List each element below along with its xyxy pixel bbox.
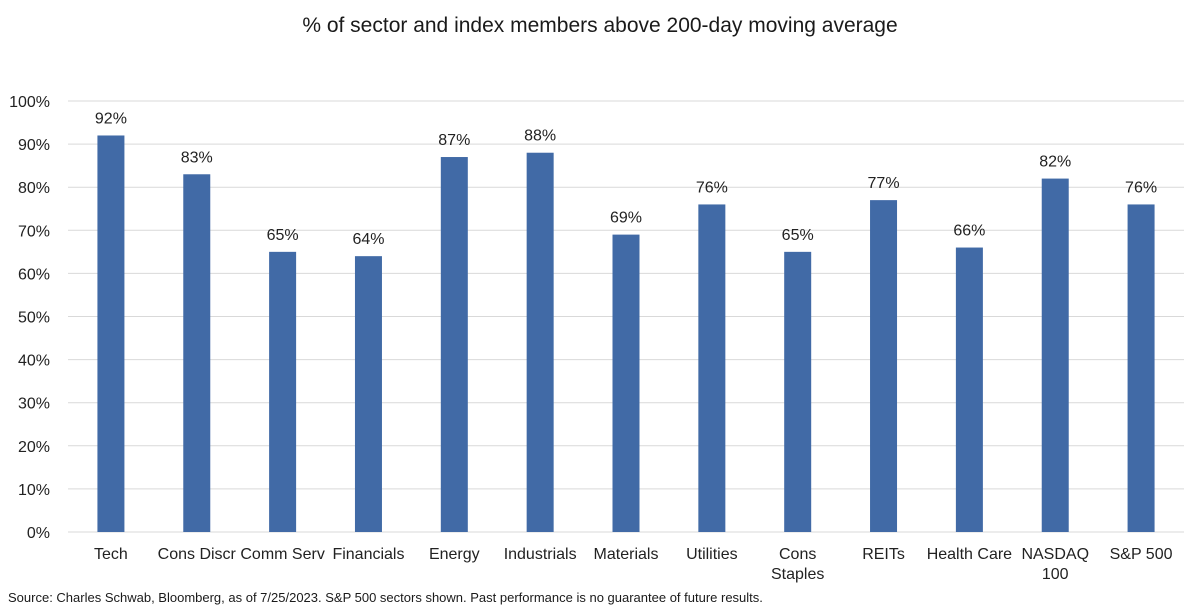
bar [698, 204, 726, 532]
bar [1041, 178, 1069, 532]
bar [784, 251, 812, 532]
bar [269, 251, 297, 532]
x-tick-label: Tech [94, 546, 128, 563]
data-label: 88% [524, 128, 556, 145]
y-tick-label: 80% [18, 180, 50, 197]
bar [183, 174, 211, 532]
x-tick-label: Cons Discr [158, 546, 237, 563]
bar [526, 152, 554, 532]
source-note: Source: Charles Schwab, Bloomberg, as of… [8, 590, 763, 605]
x-tick-label: Financials [332, 546, 404, 563]
x-tick-label: Materials [594, 546, 659, 563]
data-label: 76% [1125, 179, 1157, 196]
x-tick-label: Comm Serv [240, 546, 324, 563]
data-label: 66% [953, 223, 985, 240]
y-tick-label: 50% [18, 310, 50, 327]
x-tick-label: Energy [429, 546, 480, 563]
bar [612, 234, 640, 533]
x-tick-label: Utilities [686, 546, 738, 563]
bar [955, 247, 983, 533]
y-tick-label: 30% [18, 396, 50, 413]
x-tick-label: Staples [771, 566, 824, 583]
bar [1127, 204, 1155, 532]
x-tick-label: S&P 500 [1110, 546, 1173, 563]
data-label: 77% [868, 175, 900, 192]
chart-title: % of sector and index members above 200-… [302, 14, 898, 37]
data-label: 65% [267, 227, 299, 244]
x-tick-label: Industrials [504, 546, 577, 563]
y-tick-label: 40% [18, 353, 50, 370]
bar [870, 200, 898, 532]
x-tick-label: Cons [779, 546, 816, 563]
x-tick-label: NASDAQ [1021, 546, 1089, 563]
data-label: 83% [181, 149, 213, 166]
x-tick-label: REITs [862, 546, 905, 563]
data-label: 69% [610, 210, 642, 227]
y-tick-label: 100% [9, 94, 50, 111]
y-tick-label: 70% [18, 223, 50, 240]
bar [354, 256, 382, 532]
bar [97, 135, 125, 533]
x-tick-label: Health Care [927, 546, 1012, 563]
y-tick-label: 0% [27, 525, 50, 542]
data-label: 76% [696, 179, 728, 196]
x-tick-label: 100 [1042, 566, 1069, 583]
data-label: 87% [438, 132, 470, 149]
y-tick-label: 90% [18, 137, 50, 154]
y-tick-label: 10% [18, 482, 50, 499]
data-label: 64% [352, 231, 384, 248]
y-tick-label: 60% [18, 266, 50, 283]
data-label: 65% [782, 227, 814, 244]
data-label: 92% [95, 110, 127, 127]
bar [440, 157, 468, 532]
data-label: 82% [1039, 154, 1071, 171]
y-tick-label: 20% [18, 439, 50, 456]
